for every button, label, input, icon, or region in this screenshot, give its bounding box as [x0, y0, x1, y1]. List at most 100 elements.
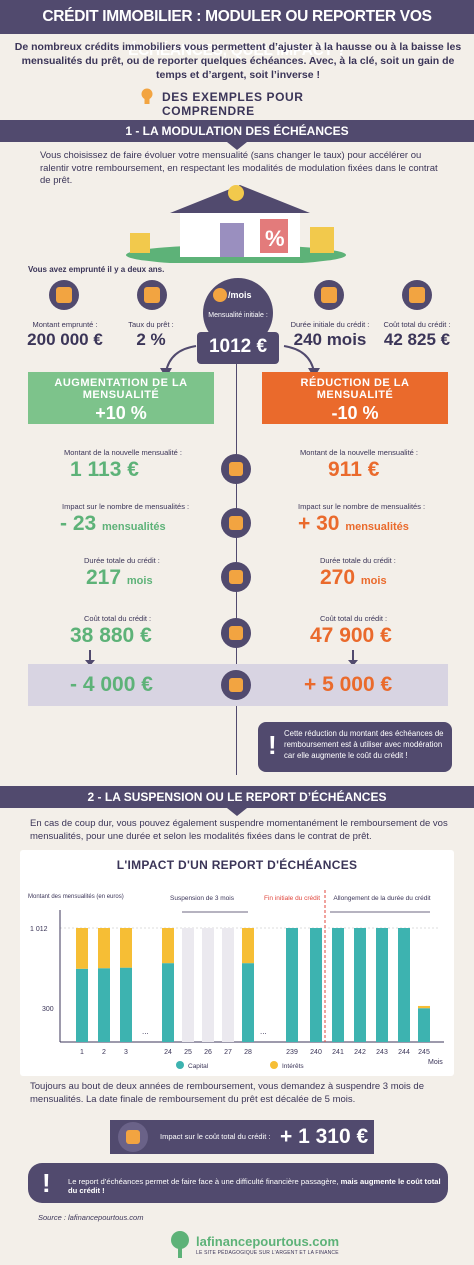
chart-title: L'IMPACT D'UN REPORT D'ÉCHÉANCES — [116, 858, 358, 872]
increase-title: AUGMENTATION DE LA MENSUALITÉ — [54, 377, 188, 401]
bar-capital — [120, 967, 132, 1042]
deferral-warning-text: Le report d’échéances permet de faire fa… — [68, 1177, 448, 1195]
examples-title-text: DES EXEMPLES POUR COMPRENDRE — [162, 90, 304, 118]
deferral-warning: ! Le report d’échéances permet de faire … — [28, 1163, 448, 1203]
bar-interest — [242, 928, 254, 964]
bar-interest — [120, 928, 132, 968]
x-tick-label: 242 — [354, 1049, 366, 1056]
stat-label-rate: Taux du prêt : — [128, 320, 174, 329]
installments-increase-value: - 23 — [60, 512, 97, 535]
row-label-left: Coût total du crédit : — [84, 614, 152, 623]
total-cost-decrease: 47 900 € — [310, 624, 392, 647]
arrow-down-icon — [348, 650, 358, 666]
stat-value-amount: 200 000 € — [27, 330, 103, 349]
decrease-value: -10 % — [331, 403, 379, 423]
duration-unit: mois — [126, 575, 153, 587]
warning-plain: Le report d’échéances permet de faire fa… — [68, 1177, 341, 1186]
row-label-right: Durée totale du crédit : — [320, 556, 396, 565]
annotation-suspension: Suspension de 3 mois — [170, 895, 235, 902]
modulation-warning-text: Cette réduction du montant des échéances… — [284, 729, 444, 760]
calculator-icon — [221, 618, 251, 648]
diff-decrease: + 5 000 € — [304, 673, 393, 696]
section2-text: En cas de coup dur, vous pouvez égalemen… — [30, 818, 448, 842]
borrowed-note: Vous avez emprunté il y a deux ans. — [28, 265, 165, 274]
section2-title: 2 - LA SUSPENSION OU LE REPORT D’ÉCHÉANC… — [0, 786, 474, 808]
bar-capital — [162, 963, 174, 1042]
bar-interest — [162, 928, 174, 964]
initial-payment-label: Mensualité initiale : — [208, 312, 268, 319]
deferral-chart: L'IMPACT D'UN REPORT D'ÉCHÉANCES Montant… — [20, 850, 454, 1076]
warning-bold: mais augmente le coût total du crédit ! — [68, 1177, 441, 1195]
installments-unit: mensualités — [102, 521, 166, 533]
legend-swatch-interest — [270, 1061, 278, 1069]
increase-value: +10 % — [95, 403, 147, 423]
bar-interest — [76, 928, 88, 969]
ellipsis: ... — [260, 1027, 267, 1036]
x-tick-label: 245 — [418, 1049, 430, 1056]
bar-interest — [418, 1005, 430, 1009]
bar-capital — [310, 928, 322, 1042]
row-label-right: Impact sur le nombre de mensualités : — [298, 502, 426, 511]
total-duration-decrease: 270 mois — [320, 566, 387, 590]
x-tick-label: 2 — [102, 1049, 106, 1056]
suspended-bar — [202, 928, 214, 1042]
section1-pointer — [227, 142, 247, 150]
duration-decrease-value: 270 — [320, 566, 356, 589]
stat-label-cost: Coût total du crédit : — [383, 320, 451, 329]
installments-decrease: + 30 mensualités — [298, 512, 409, 536]
section1-text: Vous choisissez de faire évoluer votre m… — [40, 150, 438, 186]
page-title: CRÉDIT IMMOBILIER : MODULER OU REPORTER … — [0, 0, 474, 59]
new-payment-decrease: 911 € — [328, 458, 380, 481]
suspended-bar — [222, 928, 234, 1042]
x-tick-label: 24 — [164, 1049, 172, 1056]
y-tick-label: 1 012 — [30, 926, 48, 933]
arrow-down-icon — [85, 650, 95, 666]
section2-after-text: Toujours au bout de deux années de rembo… — [30, 1081, 424, 1105]
bar-capital — [418, 1008, 430, 1042]
y-tick-label: 300 — [42, 1006, 54, 1013]
bar-capital — [286, 928, 298, 1042]
coin-month-icon — [221, 454, 251, 484]
money-bag-icon — [49, 280, 79, 310]
hourglass-icon — [221, 562, 251, 592]
legend-swatch-capital — [176, 1061, 184, 1069]
increase-box: AUGMENTATION DE LA MENSUALITÉ +10 % — [28, 372, 214, 424]
stat-label-duration: Durée initiale du crédit : — [290, 320, 370, 329]
installments-increase: - 23 mensualités — [60, 512, 166, 536]
coin-icon — [213, 288, 227, 302]
x-tick-label: 28 — [244, 1049, 252, 1056]
x-tick-label: 25 — [184, 1049, 192, 1056]
impact-value: + 1 310 € — [280, 1125, 369, 1148]
decrease-title: RÉDUCTION DE LA MENSUALITÉ — [300, 377, 410, 401]
impact-label: Impact sur le coût total du crédit : — [160, 1132, 271, 1141]
multiply-coin-icon — [221, 508, 251, 538]
x-tick-label: 27 — [224, 1049, 232, 1056]
row-label-left: Impact sur le nombre de mensualités : — [62, 502, 190, 511]
duration-unit: mois — [360, 575, 387, 587]
house-percent: % — [265, 226, 285, 251]
annotation-end: Fin initiale du crédit — [264, 895, 320, 902]
x-tick-label: 240 — [310, 1049, 322, 1056]
modulation-warning: ! Cette réduction du montant des échéanc… — [258, 722, 452, 772]
row-label-left: Durée totale du crédit : — [84, 556, 160, 565]
site-logo[interactable]: lafinancepourtous.com LE SITE PÉDAGOGIQU… — [168, 1230, 368, 1262]
row-label-right: Montant de la nouvelle mensualité : — [300, 448, 418, 457]
impact-band: Impact sur le coût total du crédit : + 1… — [110, 1120, 374, 1154]
annotation-extension: Allongement de la durée du crédit — [333, 895, 430, 902]
suspended-bar — [182, 928, 194, 1042]
warning-icon: ! — [42, 1168, 51, 1198]
stat-value-duration: 240 mois — [293, 330, 367, 349]
logo-tagline: LE SITE PÉDAGOGIQUE SUR L'ARGENT ET LA F… — [196, 1250, 339, 1256]
chart-canvas: Montant des mensualités (en euros) 1 012 3… — [28, 890, 444, 1070]
lightbulb-icon — [141, 88, 153, 104]
intro-text: De nombreux crédits immobiliers vous per… — [14, 41, 462, 81]
percent-bag-icon — [118, 1122, 148, 1152]
stat-value-rate: 2 % — [136, 330, 166, 349]
legend-label-capital: Capital — [188, 1063, 209, 1070]
decrease-box: RÉDUCTION DE LA MENSUALITÉ -10 % — [262, 372, 448, 424]
ellipsis: ... — [142, 1027, 149, 1036]
per-month-label: /mois — [228, 290, 252, 300]
stat-value-cost: 42 825 € — [383, 330, 451, 349]
hourglass-icon — [314, 280, 344, 310]
house-illustration: % — [126, 185, 346, 263]
